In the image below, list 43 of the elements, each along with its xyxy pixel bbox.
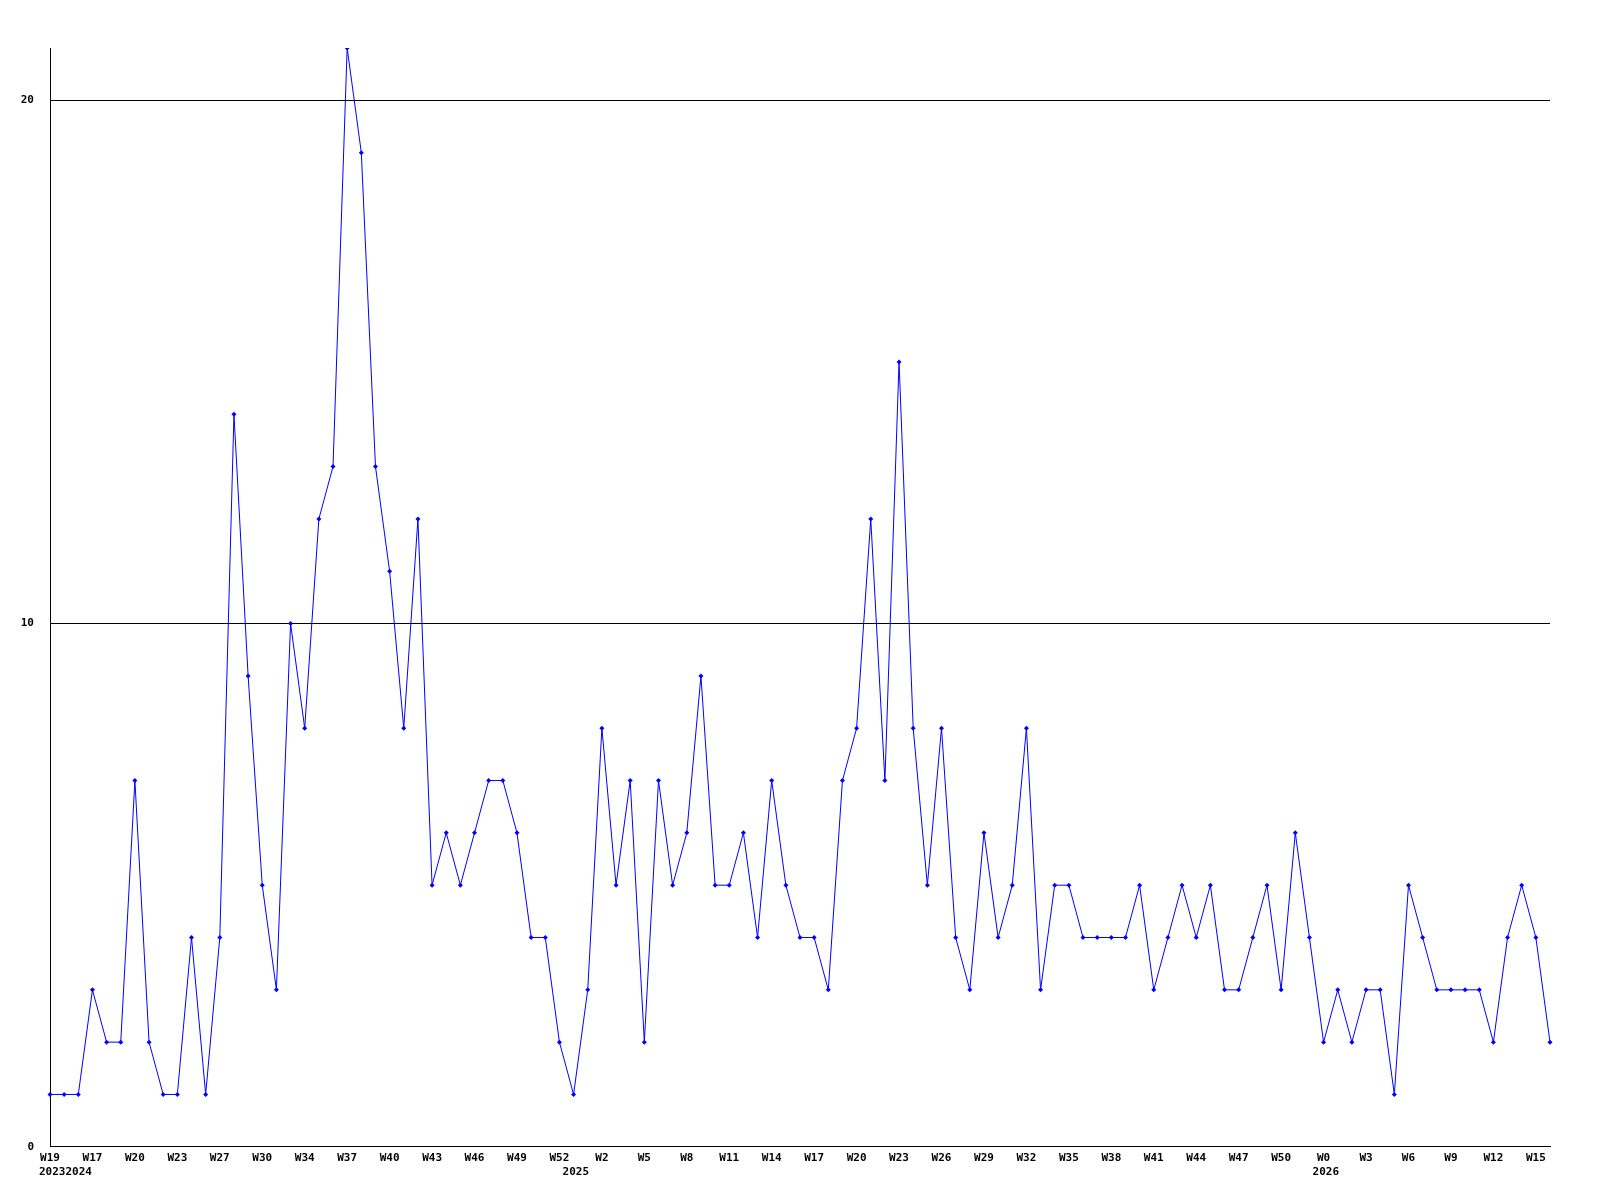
x-tick-label: W19 — [40, 1151, 60, 1165]
x-tick-label: W17 — [82, 1151, 103, 1165]
x-tick-label: W37 — [337, 1151, 358, 1165]
x-tick-label: W6 — [1401, 1151, 1416, 1165]
x-tick-label: W34 — [294, 1151, 316, 1165]
x-tick-label: W0 — [1316, 1151, 1331, 1165]
x-tick-label: W49 — [507, 1151, 527, 1165]
x-tick-label: W14 — [761, 1151, 783, 1165]
x-tick-label: W23 — [167, 1151, 188, 1165]
y-tick-label: 20 — [20, 93, 34, 107]
x-tick-label: W52 — [549, 1151, 570, 1165]
text: 2023 — [39, 1165, 66, 1179]
x-tick-label: W29 — [974, 1151, 994, 1165]
x-tick-label: W26 — [931, 1151, 952, 1165]
text: 2025 — [562, 1165, 590, 1179]
x-tick-label: W38 — [1101, 1151, 1122, 1165]
x-tick-label: W41 — [1143, 1151, 1165, 1165]
x-tick-label: W43 — [422, 1151, 443, 1165]
text: 2024 — [65, 1165, 93, 1179]
x-tick-label: W12 — [1483, 1151, 1504, 1165]
x-tick-label: W3 — [1359, 1151, 1373, 1165]
x-tick-label: W20 — [124, 1151, 145, 1165]
text: 2026 — [1312, 1165, 1340, 1179]
x-tick-label: W40 — [379, 1151, 400, 1165]
x-tick-label: W20 — [846, 1151, 867, 1165]
x-tick-label: W30 — [252, 1151, 273, 1165]
x-tick-label: W32 — [1016, 1151, 1037, 1165]
x-tick-label: W11 — [719, 1151, 740, 1165]
x-tick-label: W50 — [1271, 1151, 1292, 1165]
x-tick-label: W44 — [1186, 1151, 1207, 1165]
x-tick-label: W47 — [1228, 1151, 1249, 1165]
x-tick-label: W35 — [1058, 1151, 1079, 1165]
y-tick-label: 10 — [20, 616, 34, 630]
y-tick-label: 0 — [27, 1139, 34, 1153]
x-tick-label: W5 — [637, 1151, 651, 1165]
x-tick-label: W27 — [209, 1151, 230, 1165]
x-tick-label: W9 — [1444, 1151, 1458, 1165]
x-tick-label: W8 — [680, 1151, 694, 1165]
x-tick-label: W23 — [889, 1151, 909, 1165]
x-tick-label: W15 — [1525, 1151, 1546, 1165]
x-tick-label: W46 — [464, 1151, 485, 1165]
x-tick-label: W2 — [595, 1151, 609, 1165]
x-tick-label: W17 — [804, 1151, 825, 1165]
